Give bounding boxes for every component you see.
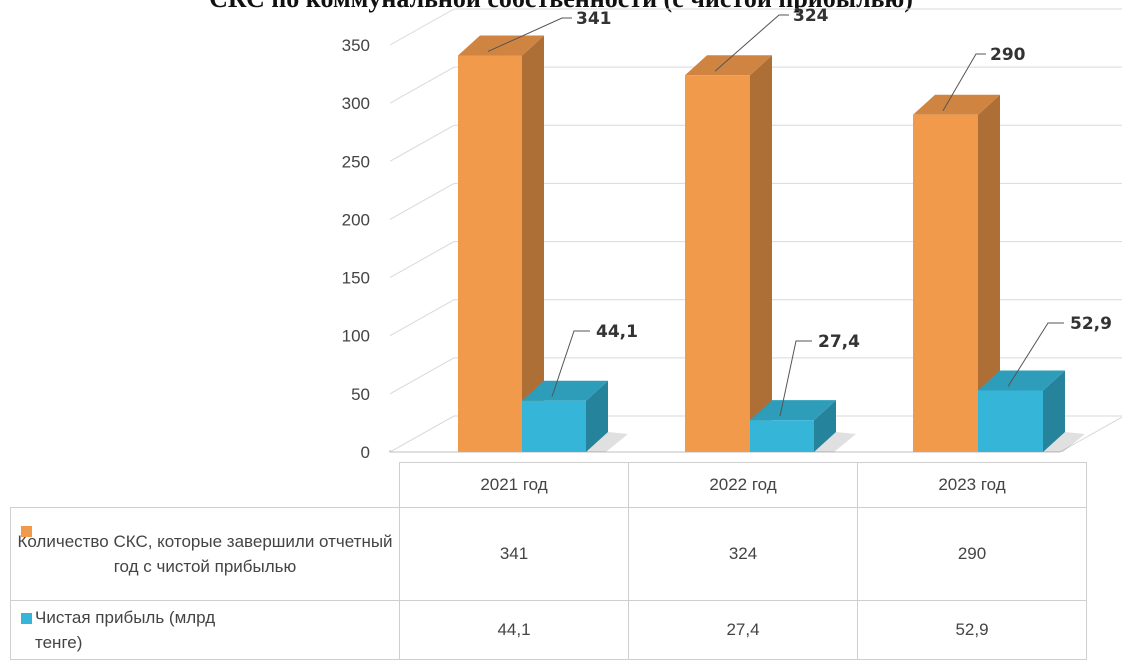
bar-count	[685, 55, 792, 453]
bar-front	[458, 55, 522, 453]
bar-top	[978, 370, 1065, 391]
table-header-2022: 2022 год	[628, 462, 858, 508]
legend-swatch-orange	[21, 526, 32, 537]
y-tick-label: 50	[351, 385, 370, 404]
leader-line	[551, 330, 590, 397]
bar-shadow	[1043, 432, 1085, 452]
bar-profit	[522, 380, 628, 452]
leader-line	[487, 17, 572, 52]
bar-top	[913, 94, 1000, 115]
gridline-side	[389, 241, 455, 279]
bar-shadow	[814, 432, 856, 452]
data-label: 290	[990, 45, 1026, 65]
data-label: 52,9	[1070, 314, 1112, 334]
data-table: 2021 год 2022 год 2023 год Количество СК…	[10, 462, 1087, 660]
gridline-side	[389, 8, 455, 46]
legend-series-count: Количество СКС, которые завершили отчетн…	[10, 507, 400, 601]
chart-area: 0 50 100 150 200 250 300 350 341 44,1 324 27,4 290 5…	[342, 6, 1122, 462]
legend-series-profit: Чистая прибыль (млрд тенге)	[10, 600, 400, 660]
leader-line	[1007, 322, 1064, 387]
bar-profit	[750, 400, 856, 452]
bars	[458, 35, 1085, 453]
data-labels: 341 44,1 324 27,4 290 52,9	[487, 6, 1112, 417]
y-tick-label: 100	[342, 327, 370, 346]
legend-label-count: Количество СКС, которые завершили отчетн…	[17, 532, 393, 576]
leader-line	[779, 340, 812, 417]
table-cell: 324	[628, 507, 858, 601]
table-corner	[11, 463, 400, 508]
gridline-side	[389, 357, 455, 395]
bar-profit	[978, 370, 1085, 452]
table-cell: 52,9	[857, 600, 1087, 660]
bar-side	[586, 380, 608, 452]
bar-front	[978, 390, 1043, 452]
legend-swatch-blue	[21, 613, 32, 624]
leader-line	[942, 53, 986, 112]
y-axis: 0 50 100 150 200 250 300 350	[342, 36, 370, 462]
table-cell: 290	[857, 507, 1087, 601]
bar-side	[1043, 370, 1065, 452]
bar-top	[685, 55, 772, 76]
y-tick-label: 200	[342, 210, 370, 229]
y-tick-label: 0	[361, 443, 370, 462]
leader-line	[714, 14, 789, 72]
bar-side	[814, 400, 836, 452]
bar-front	[522, 400, 586, 452]
table-header-2021: 2021 год	[399, 462, 629, 508]
data-label: 341	[576, 9, 612, 29]
bar-count	[458, 35, 564, 453]
data-label: 324	[793, 6, 829, 26]
bar-side	[522, 35, 544, 453]
bar-side	[978, 94, 1000, 453]
table-cell: 341	[399, 507, 629, 601]
bar-side	[750, 55, 772, 453]
bar-front	[685, 75, 750, 452]
legend-label-profit: Чистая прибыль (млрд тенге)	[35, 608, 216, 652]
y-tick-label: 150	[342, 269, 370, 288]
data-label: 44,1	[596, 322, 638, 342]
table-cell: 44,1	[399, 600, 629, 660]
bar-shadow	[586, 432, 628, 452]
gridline-side	[389, 299, 455, 337]
gridline-side	[389, 66, 455, 104]
bar-count	[913, 94, 1020, 453]
table-header-2023: 2023 год	[857, 462, 1087, 508]
gridline-side	[389, 124, 455, 162]
y-tick-label: 250	[342, 152, 370, 171]
bar-top	[750, 400, 836, 421]
data-label: 27,4	[818, 332, 860, 352]
bar-front	[913, 114, 978, 453]
bar-front	[750, 420, 814, 452]
bar-top	[522, 380, 608, 401]
gridline-side	[389, 182, 455, 220]
y-tick-label: 350	[342, 36, 370, 55]
y-tick-label: 300	[342, 94, 370, 113]
chart-title: СКС по коммунальной собственности (с чис…	[0, 0, 1122, 14]
table-cell: 27,4	[628, 600, 858, 660]
